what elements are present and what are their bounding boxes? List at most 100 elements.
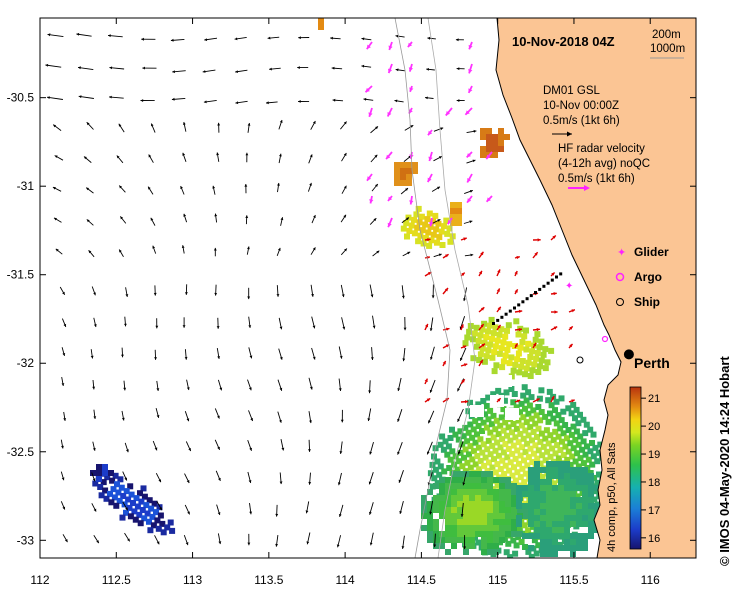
- sst-pixel: [144, 510, 151, 517]
- gsl-vector: [216, 317, 220, 329]
- sst-pixel: [489, 464, 496, 471]
- sst-pixel: [493, 513, 499, 519]
- sst-pixel: [445, 483, 451, 489]
- sst-pixel: [463, 483, 469, 489]
- gsl-vector: [401, 535, 405, 549]
- gsl-vector: [424, 96, 434, 100]
- sst-pixel: [564, 491, 570, 497]
- sst-pixel: [479, 326, 486, 333]
- sst-pixel: [556, 541, 563, 548]
- sst-pixel: [470, 426, 477, 433]
- coastal-vector: [550, 292, 557, 296]
- sst-pixel: [97, 484, 104, 490]
- coastal-vector: [460, 237, 468, 241]
- sst-pixel: [406, 168, 412, 174]
- coastal-vector: [442, 397, 450, 403]
- sst-pixel: [513, 404, 520, 411]
- sst-pixel: [505, 483, 511, 489]
- sst-pixel: [577, 455, 584, 462]
- sst-pixel: [488, 421, 495, 428]
- sst-pixel: [534, 461, 540, 467]
- sst-pixel: [487, 525, 493, 531]
- x-tick-label: 115: [488, 573, 507, 587]
- sst-pixel: [570, 521, 576, 527]
- sst-pixel: [592, 488, 599, 495]
- gsl-vector: [45, 63, 62, 68]
- sst-pixel: [439, 501, 445, 507]
- coastal-vector: [568, 325, 574, 331]
- gsl-vector: [140, 99, 155, 102]
- sst-pixel: [146, 518, 152, 525]
- gsl-vector: [216, 504, 221, 516]
- sst-pixel: [459, 463, 466, 470]
- sst-pixel: [516, 369, 523, 376]
- sst-pixel: [437, 463, 444, 470]
- gsl-vector: [53, 217, 62, 223]
- imos-credit: © IMOS 04-May-2020 14:24 Hobart: [717, 356, 732, 566]
- sst-pixel: [487, 477, 493, 483]
- sst-pixel: [481, 462, 488, 469]
- sst-pixel: [537, 417, 544, 424]
- sst-pixel: [469, 483, 475, 489]
- sst-pixel: [476, 357, 483, 363]
- gsl-vector: [215, 470, 221, 482]
- sst-pixel: [451, 477, 457, 483]
- sst-pixel: [499, 531, 505, 537]
- sst-pixel: [102, 487, 109, 494]
- sst-pixel: [445, 477, 451, 483]
- sst-pixel: [546, 521, 552, 527]
- sst-pixel: [130, 500, 136, 506]
- sst-pixel: [469, 519, 475, 525]
- gsl-vector: [52, 124, 62, 131]
- gsl-vector: [310, 284, 314, 297]
- sst-pixel: [594, 479, 601, 486]
- sst-pixel: [576, 545, 582, 551]
- gsl-vector: [214, 408, 220, 419]
- gsl-vector: [125, 287, 129, 297]
- legend-argo: Argo: [615, 270, 662, 284]
- gsl-vector: [426, 441, 433, 455]
- sst-pixel: [486, 128, 492, 134]
- coastal-vector: [442, 253, 449, 259]
- sst-pixel: [515, 350, 522, 357]
- gsl-vector: [331, 66, 343, 70]
- sst-pixel: [522, 449, 529, 456]
- sst-pixel: [582, 521, 588, 527]
- sst-pixel: [551, 480, 558, 487]
- sst-pixel: [437, 441, 444, 448]
- sst-pixel: [487, 519, 493, 525]
- sst-pixel: [394, 162, 400, 168]
- sst-pixel: [512, 361, 519, 368]
- sst-pixel: [582, 539, 588, 545]
- x-tick-label: 116: [641, 573, 660, 587]
- gsl-vector: [456, 67, 465, 71]
- gsl-vector: [367, 408, 372, 422]
- gsl-vector: [466, 129, 477, 134]
- sst-pixel: [558, 395, 565, 402]
- sst-pixel: [474, 453, 481, 459]
- gsl-vector: [92, 441, 96, 451]
- sst-pixel: [445, 443, 452, 450]
- sst-pixel: [534, 491, 540, 497]
- gsl-vector: [431, 284, 435, 299]
- sst-pixel: [594, 485, 600, 491]
- sst-pixel: [419, 227, 426, 234]
- sst-pixel: [484, 467, 491, 474]
- sst-pixel: [490, 412, 497, 419]
- gsl-vector: [278, 348, 283, 360]
- sst-pixel: [109, 477, 116, 484]
- sst-pixel: [499, 457, 506, 464]
- sst-pixel: [582, 545, 588, 551]
- sst-pixel: [126, 504, 133, 511]
- sst-pixel: [505, 495, 511, 501]
- sst-pixel: [564, 533, 570, 539]
- gsl-vector: [154, 535, 160, 545]
- sst-pixel: [536, 395, 543, 402]
- sst-pixel: [457, 483, 463, 489]
- sst-pixel: [505, 540, 512, 547]
- sst-pixel: [558, 515, 564, 521]
- map-title: 10-Nov-2018 04Z: [512, 34, 615, 49]
- gsl-vector: [340, 121, 347, 130]
- sst-pixel: [469, 501, 475, 507]
- sst-pixel: [475, 471, 481, 477]
